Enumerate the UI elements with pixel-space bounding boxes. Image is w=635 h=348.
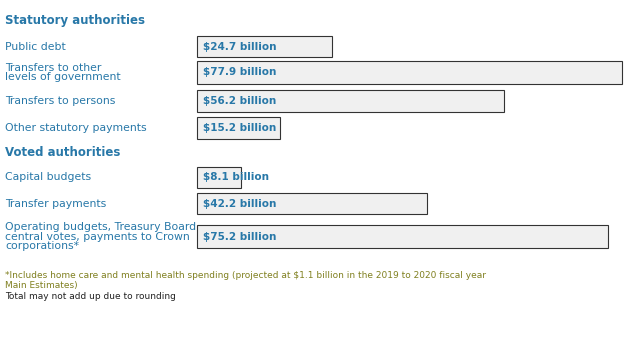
Text: Other statutory payments: Other statutory payments: [5, 123, 147, 133]
FancyBboxPatch shape: [197, 225, 608, 248]
Text: Capital budgets: Capital budgets: [5, 173, 91, 182]
Text: central votes, payments to Crown: central votes, payments to Crown: [5, 232, 190, 242]
Text: corporations*: corporations*: [5, 242, 79, 251]
Text: $75.2 billion: $75.2 billion: [203, 232, 277, 242]
Text: $15.2 billion: $15.2 billion: [203, 123, 276, 133]
FancyBboxPatch shape: [197, 167, 241, 188]
FancyBboxPatch shape: [197, 193, 427, 214]
Text: Main Estimates): Main Estimates): [5, 281, 77, 290]
FancyBboxPatch shape: [197, 117, 280, 139]
Text: $8.1 billion: $8.1 billion: [203, 173, 269, 182]
Text: Statutory authorities: Statutory authorities: [5, 14, 145, 27]
Text: Transfer payments: Transfer payments: [5, 199, 106, 208]
FancyBboxPatch shape: [197, 90, 504, 112]
FancyBboxPatch shape: [197, 61, 622, 84]
Text: Operating budgets, Treasury Board: Operating budgets, Treasury Board: [5, 222, 196, 232]
Text: $42.2 billion: $42.2 billion: [203, 199, 277, 208]
Text: Transfers to other: Transfers to other: [5, 63, 102, 72]
Text: Voted authorities: Voted authorities: [5, 146, 121, 159]
Text: $77.9 billion: $77.9 billion: [203, 68, 277, 77]
Text: *Includes home care and mental health spending (projected at $1.1 billion in the: *Includes home care and mental health sp…: [5, 271, 486, 280]
FancyBboxPatch shape: [197, 36, 331, 57]
Text: levels of government: levels of government: [5, 72, 121, 82]
Text: Total may not add up due to rounding: Total may not add up due to rounding: [5, 292, 176, 301]
Text: $56.2 billion: $56.2 billion: [203, 96, 276, 106]
Text: Public debt: Public debt: [5, 42, 66, 52]
Text: Transfers to persons: Transfers to persons: [5, 96, 116, 106]
Text: $24.7 billion: $24.7 billion: [203, 42, 277, 52]
